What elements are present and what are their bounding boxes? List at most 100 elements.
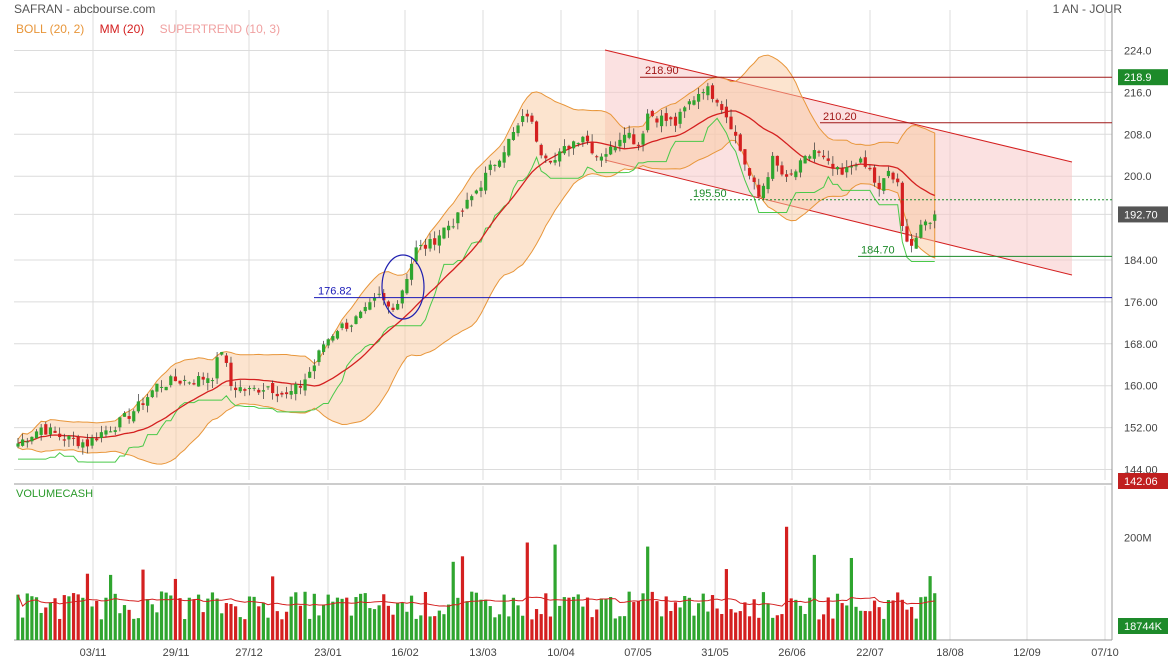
candle-body [724,106,728,118]
candle-body [169,376,173,386]
volume-bar [132,618,136,640]
x-tick-label: 27/12 [235,647,263,659]
candle-body [896,178,900,183]
volume-bar [382,594,386,640]
volume-bar [706,611,710,640]
candle-body [914,237,918,249]
price-badge-label: 142.06 [1124,476,1158,488]
volume-bar [530,619,534,640]
volume-bar [67,596,71,640]
candle-body [734,131,738,136]
x-tick-label: 31/05 [701,647,729,659]
candle-body [252,387,256,389]
candle-body [150,390,154,398]
volume-bar [474,592,478,640]
y-tick-label: 168.00 [1124,339,1158,351]
volume-bar [359,593,363,640]
candle-body [859,158,863,163]
volume-bar [909,606,914,640]
volume-bar [238,617,242,640]
volume-bar [808,597,812,640]
volume-bar [433,616,437,640]
candle-body [525,113,529,117]
candle-body [715,99,719,103]
candle-body [798,160,803,173]
candle-body [812,150,816,159]
volume-bar [803,613,807,640]
volume-bar [280,619,284,640]
volume-bar [331,601,335,640]
candle-body [701,92,705,94]
volume-bar [312,593,316,640]
candle-body [400,290,404,304]
level-annotation: 184.70 [861,244,895,256]
volume-bar [210,592,215,640]
legend-bollinger[interactable]: BOLL (20, 2) [16,22,85,36]
volume-bar [215,598,219,640]
candle-body [757,184,761,197]
volume-bar [710,595,715,640]
volume-bar [539,614,543,640]
candle-body [877,182,881,190]
volume-bar [794,599,798,640]
candle-body [30,436,34,442]
volume-bar [294,592,298,640]
y-axis: 224.0 216.0 208.0 200.0 192.70 184.00 176.00 16… [1118,45,1168,634]
candle-body [659,115,664,127]
volume-bar [493,617,497,640]
volume-bar [771,617,775,640]
volume-bar [460,556,465,640]
volume-bar [933,593,937,640]
candle-body [289,391,293,395]
volume-bar [650,591,654,640]
volume-bar [414,618,418,640]
legend-moving-average[interactable]: MM (20) [99,22,145,36]
candle-body [678,111,682,124]
candle-body [164,386,168,391]
volume-bar [90,606,94,640]
volume-bar [71,593,76,640]
volume-bar [618,616,622,640]
volume-bar [99,619,103,640]
volume-bar [284,611,289,640]
volume-bar [354,597,358,640]
candle-body [845,167,849,173]
volume-bar [159,591,164,640]
candle-body [632,134,636,145]
volume-bar [465,601,469,640]
candle-body [831,163,835,169]
candle-body [62,439,66,441]
volume-bar [405,611,409,640]
candle-body [933,214,937,221]
candle-body [909,238,914,246]
candle-body [775,155,779,166]
volume-bar [525,542,529,640]
volume-bar [891,600,895,640]
volume-bar [784,526,789,640]
volume-bar [321,605,326,640]
volume-bar [622,616,627,640]
volume-bar [822,614,826,640]
volume-bar [720,613,724,640]
candle-body [493,164,497,166]
candle-body [127,416,131,419]
volume-bar [558,605,562,640]
y-tick-label: 224.0 [1124,45,1152,57]
volume-bar [738,611,742,640]
volume-bar [386,605,390,640]
volume-bar [521,615,525,640]
volume-bar [400,602,404,640]
volume-bar [701,593,705,640]
candle-body [613,147,617,151]
candle-body [826,158,830,161]
candle-body [243,389,247,391]
volume-bar [886,600,891,640]
legend-supertrend[interactable]: SUPERTREND (10, 3) [159,22,281,36]
candle-body [247,387,252,390]
candle-body [516,125,520,134]
candle-body [48,427,53,435]
candle-body [808,156,812,159]
candle-body [391,307,395,311]
volume-bar [659,616,664,640]
